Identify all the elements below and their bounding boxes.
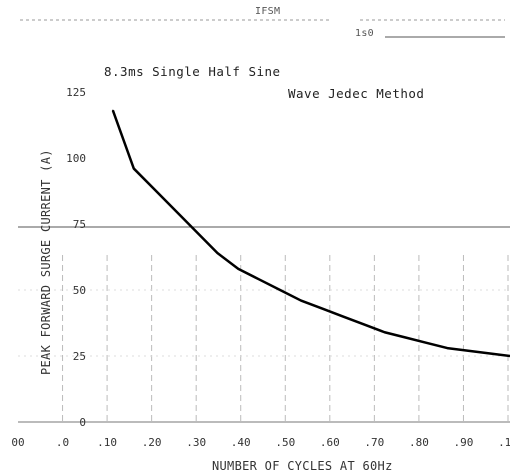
x-tick-label: 00	[11, 436, 24, 449]
x-tick-label: .0	[56, 436, 69, 449]
grid-horizontal	[18, 289, 510, 357]
y-tick-label: 0	[79, 416, 86, 429]
x-tick-label: .20	[142, 436, 162, 449]
surge-curve	[111, 109, 510, 358]
data-point	[321, 307, 323, 310]
y-tick-label: 75	[73, 218, 86, 231]
x-tick-label: .80	[409, 436, 429, 449]
data-point	[404, 336, 407, 339]
data-point	[446, 347, 449, 349]
data-point	[133, 167, 135, 170]
grid-vertical	[62, 255, 509, 422]
x-tick-label: .70	[364, 436, 384, 449]
y-tick-label: 100	[66, 152, 86, 165]
x-tick-label: .60	[320, 436, 340, 449]
data-point	[174, 210, 177, 212]
data-point	[153, 188, 156, 191]
data-point	[279, 289, 281, 291]
data-point	[216, 252, 219, 254]
data-point	[195, 231, 198, 233]
x-axis-label: NUMBER OF CYCLES AT 60Hz	[212, 459, 393, 473]
x-tick-label: .30	[186, 436, 206, 449]
chart-subtitle: Wave Jedec Method	[288, 86, 424, 101]
data-point	[237, 268, 240, 270]
x-tick-label: .50	[275, 436, 295, 449]
header-left-text: IFSM	[255, 6, 280, 17]
x-tick-labels: 00 .0 .10 .20 .30 .40 .50 .60 .70 .80 .90 .10	[11, 436, 510, 449]
data-point	[383, 331, 386, 334]
data-point	[362, 323, 365, 326]
y-axis-label: PEAK FORWARD SURGE CURRENT (A)	[39, 149, 53, 375]
chart-header: IFSM 1s0	[20, 6, 505, 39]
y-tick-label: 125	[66, 86, 86, 99]
data-point	[488, 352, 490, 355]
series-line	[111, 110, 510, 358]
x-tick-label: .40	[231, 436, 251, 449]
data-point	[342, 315, 344, 318]
x-tick-label: .10	[97, 436, 117, 449]
y-tick-label: 25	[73, 350, 86, 363]
data-point	[425, 342, 428, 344]
y-tick-label: 50	[73, 284, 86, 297]
x-tick-label: .90	[454, 436, 474, 449]
y-tick-labels: 0 25 50 75 100 125	[66, 86, 86, 429]
data-point	[112, 109, 114, 112]
chart-title: 8.3ms Single Half Sine	[104, 64, 281, 79]
header-right-text: 1s0	[355, 28, 374, 39]
x-tick-label: .10	[498, 436, 510, 449]
data-point	[300, 299, 302, 302]
data-point	[467, 349, 470, 352]
data-point	[258, 278, 261, 281]
